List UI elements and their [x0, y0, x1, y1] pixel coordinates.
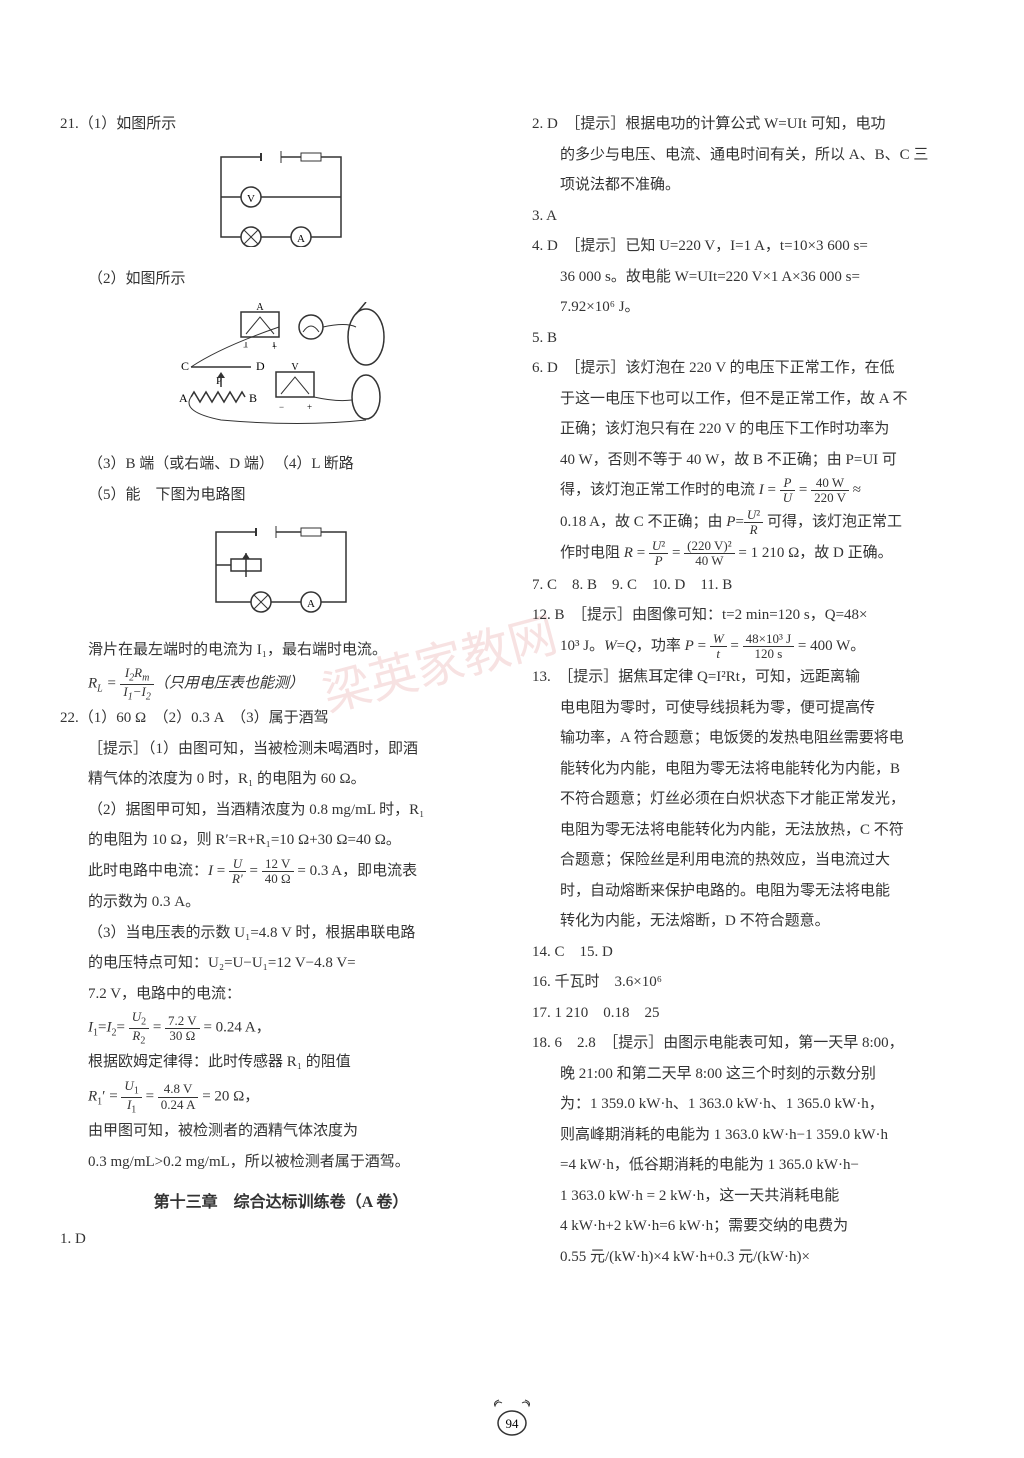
q21-2: （2）如图所示 [60, 265, 502, 294]
q17: 17. 1 210 0.18 25 [532, 999, 974, 1028]
q22-2a: （2）据图甲可知，当酒精浓度为 0.8 mg/mL 时，R₁ [60, 796, 502, 825]
q21-formula: RL = I2RmI1−I2（只用电压表也能测） [60, 666, 502, 702]
q22-2b: 的电阻为 10 Ω，则 R′=R+R₁=10 Ω+30 Ω=40 Ω。 [60, 826, 502, 855]
left-column: 21.（1）如图所示 V A （2）如图所示 [60, 110, 502, 1350]
q4c: 7.92×10⁶ J。 [532, 293, 974, 322]
q14-15: 14. C 15. D [532, 938, 974, 967]
svg-text:C: C [181, 359, 189, 373]
q22-3h: 0.3 mg/mL>0.2 mg/mL，所以被检测者属于酒驾。 [60, 1148, 502, 1177]
circuit-diagram-3: A [60, 517, 502, 628]
q6e: 得，该灯泡正常工作时的电流 I = PU = 40 W220 V ≈ [532, 476, 974, 506]
q16: 16. 千瓦时 3.6×10⁶ [532, 968, 974, 997]
q22-3a: （3）当电压表的示数 U₁=4.8 V 时，根据串联电路 [60, 919, 502, 948]
svg-text:−: − [279, 402, 284, 412]
q22-2c: 此时电路中电流：I = UR′ = 12 V40 Ω = 0.3 A，即电流表 [60, 857, 502, 887]
svg-text:V: V [247, 193, 255, 205]
svg-text:D: D [256, 359, 265, 373]
q6d: 40 W，否则不等于 40 W，故 B 不正确；由 P=UI 可 [532, 446, 974, 475]
q5: 5. B [532, 324, 974, 353]
two-column-layout: 21.（1）如图所示 V A （2）如图所示 [60, 110, 974, 1350]
q6g: 作时电阻 R = U²P = (220 V)²40 W = 1 210 Ω，故 … [532, 539, 974, 569]
svg-text:B: B [249, 391, 257, 405]
svg-text:A: A [179, 391, 188, 405]
q22-hint1b: 精气体的浓度为 0 时，R₁ 的电阻为 60 Ω。 [60, 765, 502, 794]
q21-3: （3）B 端（或右端、D 端） （4）L 断路 [60, 450, 502, 479]
q13b: 电电阻为零时，可使导线损耗为零，便可提高传 [532, 694, 974, 723]
q4a: 4. D ［提示］已知 U=220 V，I=1 A，t=10×3 600 s= [532, 232, 974, 261]
q18g: 4 kW·h+2 kW·h=6 kW·h；需要交纳的电费为 [532, 1212, 974, 1241]
q2c: 项说法都不准确。 [532, 171, 974, 200]
q6b: 于这一电压下也可以工作，但不是正常工作，故 A 不 [532, 385, 974, 414]
q13g: 合题意；保险丝是利用电流的热效应，当电流过大 [532, 846, 974, 875]
q13d: 能转化为内能，电阻为零无法将电能转化为内能，B [532, 755, 974, 784]
q7-11: 7. C 8. B 9. C 10. D 11. B [532, 571, 974, 600]
q18a: 18. 6 2.8 ［提示］由图示电能表可知，第一天早 8:00， [532, 1029, 974, 1058]
q3: 3. A [532, 202, 974, 231]
q12a: 12. B ［提示］由图像可知：t=2 min=120 s，Q=48× [532, 601, 974, 630]
q13i: 转化为内能，无法熔断，D 不符合题意。 [532, 907, 974, 936]
q21-5: （5）能 下图为电路图 [60, 481, 502, 510]
q13e: 不符合题意；灯丝必须在白炽状态下才能正常发光， [532, 785, 974, 814]
circuit-diagram-1: V A [60, 147, 502, 258]
q22-3c: 7.2 V，电路中的电流： [60, 980, 502, 1009]
svg-text:A: A [256, 302, 264, 313]
q18f: 1 363.0 kW·h = 2 kW·h，这一天共消耗电能 [532, 1182, 974, 1211]
q2b: 的多少与电压、电流、通电时间有关，所以 A、B、C 三 [532, 141, 974, 170]
right-column: 2. D ［提示］根据电功的计算公式 W=UIt 可知，电功 的多少与电压、电流… [532, 110, 974, 1350]
q1: 1. D [60, 1225, 502, 1254]
q22-3b: 的电压特点可知：U₂=U−U₁=12 V−4.8 V= [60, 949, 502, 978]
q13h: 时，自动熔断来保护电路的。电阻为零无法将电能 [532, 877, 974, 906]
q18d: 则高峰期消耗的电能为 1 363.0 kW·h−1 359.0 kW·h [532, 1121, 974, 1150]
q13c: 输功率，A 符合题意；电饭煲的发热电阻丝需要将电 [532, 724, 974, 753]
q6a: 6. D ［提示］该灯泡在 220 V 的电压下正常工作，在低 [532, 354, 974, 383]
q13f: 电阻为零无法将电能转化为内能，无法放热，C 不符 [532, 816, 974, 845]
svg-text:V: V [291, 362, 299, 373]
q22-1: 22.（1）60 Ω （2）0.3 A （3）属于酒驾 [60, 704, 502, 733]
section-title: 第十三章 综合达标训练卷（A 卷） [60, 1188, 502, 1218]
q22-2d: 的示数为 0.3 A。 [60, 888, 502, 917]
q6c: 正确；该灯泡只有在 220 V 的电压下工作时功率为 [532, 415, 974, 444]
q21-1: 21.（1）如图所示 [60, 110, 502, 139]
q18e: =4 kW·h，低谷期消耗的电能为 1 365.0 kW·h− [532, 1151, 974, 1180]
q18c: 为：1 359.0 kW·h、1 363.0 kW·h、1 365.0 kW·h… [532, 1090, 974, 1119]
q22-3g: 由甲图可知，被检测者的酒精气体浓度为 [60, 1117, 502, 1146]
q21-slide: 滑片在最左端时的电流为 I₁，最右端时电流。 [60, 636, 502, 665]
page-number: 94 [487, 1398, 537, 1438]
q22-3f: R1′ = U1I1 = 4.8 V0.24 A = 20 Ω， [60, 1079, 502, 1115]
q4b: 36 000 s。故电能 W=UIt=220 V×1 A×36 000 s= [532, 263, 974, 292]
q12b: 10³ J。W=Q，功率 P = Wt = 48×10³ J120 s = 40… [532, 632, 974, 662]
q22-hint1: ［提示］（1）由图可知，当被检测未喝酒时，即酒 [60, 735, 502, 764]
svg-text:A: A [297, 233, 305, 245]
svg-text:94: 94 [506, 1416, 520, 1431]
q18h: 0.55 元/(kW·h)×4 kW·h+0.3 元/(kW·h)× [532, 1243, 974, 1272]
q18b: 晚 21:00 和第二天早 8:00 这三个时刻的示数分别 [532, 1060, 974, 1089]
q6f: 0.18 A，故 C 不正确；由 P=U²R 可得，该灯泡正常工 [532, 508, 974, 538]
svg-text:+: + [272, 342, 277, 352]
svg-text:+: + [307, 402, 312, 412]
q22-3e: 根据欧姆定律得：此时传感器 R₁ 的阻值 [60, 1048, 502, 1077]
svg-text:A: A [307, 598, 315, 610]
q22-3d: I1=I2= U2R2 = 7.2 V30 Ω = 0.24 A， [60, 1010, 502, 1046]
q13a: 13. ［提示］据焦耳定律 Q=I²Rt，可知，远距离输 [532, 663, 974, 692]
svg-text:−: − [243, 342, 248, 352]
q2a: 2. D ［提示］根据电功的计算公式 W=UIt 可知，电功 [532, 110, 974, 139]
circuit-diagram-2: A − + C D P A B V − [60, 302, 502, 443]
